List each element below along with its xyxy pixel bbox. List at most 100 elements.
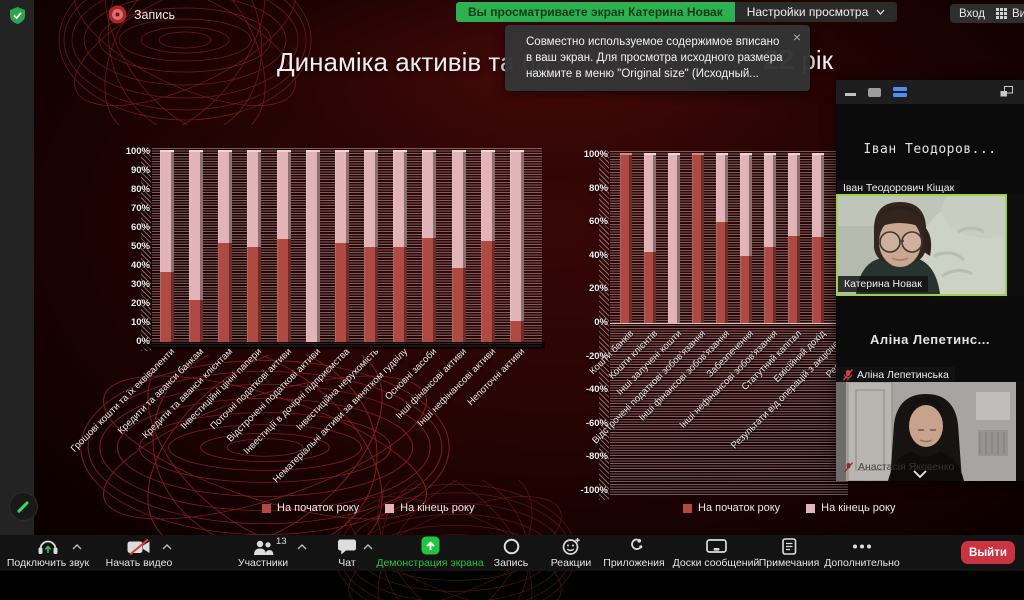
share-screen-button[interactable]: Демонстрация экрана [376,536,484,569]
viewing-banner: Вы просматриваете экран Катерина Новак [456,2,735,22]
speaker-view-icon[interactable] [868,88,881,97]
y-axis-tick-label: -60% [585,417,608,429]
bar-top-cap [740,153,752,155]
recording-indicator: Запись [108,5,175,24]
meeting-toolbar: Подключить звук Начать видео 13 Участник… [0,535,1024,571]
legend-label: На кінець року [821,502,896,514]
tooltip-line: в ваш экран. Для просмотра исходного раз… [526,52,783,64]
participants-icon [254,540,274,555]
video-tile-alina[interactable]: Анастасія Яковенко [836,381,1016,482]
fit-to-window-tooltip: × Совместно используемое содержимое впис… [505,25,810,91]
bar-segment-end-of-year [509,152,524,322]
bar-segment-end-of-year [740,155,752,256]
video-tile-katerina[interactable]: Катерина Новак [836,182,1024,306]
alina-video-feed [836,381,1016,482]
y-axis-tick-label: 40% [588,249,608,261]
collapse-panel-chevron-icon[interactable] [911,469,929,479]
bar-top-cap [716,153,728,155]
whiteboards-button[interactable]: Доски сообщений [670,538,762,569]
bar-top-cap [276,150,291,152]
more-button[interactable]: Дополнительно [822,538,902,569]
category-label: Непоточні активи [465,346,527,408]
chart-zero-line [610,323,848,324]
leave-meeting-button[interactable]: Выйти [961,541,1015,564]
legend-swatch-end [385,503,395,513]
y-axis-tick-label: -20% [585,350,608,362]
apps-button[interactable]: Приложения [600,538,668,569]
bar-segment-end-of-year [247,152,262,247]
bar-segment-start-of-year [692,155,704,323]
bar-top-cap [764,153,776,155]
record-label: Запись [493,557,529,569]
bar-top-cap [480,150,495,152]
bar-segment-end-of-year [422,152,437,238]
bar-segment-start-of-year [276,239,291,342]
popout-layout-icon[interactable] [1000,86,1013,97]
join-audio-button[interactable]: Подключить звук [6,538,90,569]
minimize-icon[interactable] [845,93,856,96]
bar-top-cap [160,150,174,152]
bar-segment-start-of-year [189,300,204,342]
bar-segment-start-of-year [160,271,174,342]
record-button[interactable]: Запись [485,538,537,569]
bar-segment-start-of-year [451,267,466,342]
notes-label: Примечания [758,557,820,569]
bar-segment-start-of-year [393,247,408,342]
y-axis-tick-label: -80% [585,451,608,463]
chat-button[interactable]: Чат [322,538,372,569]
bar-segment-end-of-year [668,155,680,323]
gallery-view-icon[interactable] [893,87,907,97]
legend-label: На початок року [698,502,781,514]
mic-muted-icon [844,461,853,472]
chat-options-chevron-icon[interactable] [363,544,373,550]
signin-button[interactable]: Вход [950,4,995,23]
bar-segment-start-of-year [788,235,800,323]
bar-segment-end-of-year [812,155,824,238]
notes-button[interactable]: Примечания [757,538,821,569]
chevron-down-icon [876,9,885,15]
join-audio-label: Подключить звук [6,557,90,569]
bar-segment-end-of-year [305,152,320,342]
bar-top-cap [620,153,632,155]
view-label: Вид [1012,7,1024,20]
tooltip-close-icon[interactable]: × [792,29,801,45]
y-axis-tick-label: -100% [580,485,608,496]
y-axis-tick-label: -40% [585,384,608,396]
participant-nametag: Іван Теодорович Кіщак [837,180,961,196]
whiteboard-icon [705,539,727,553]
bar-segment-end-of-year [334,152,349,244]
start-video-button[interactable]: Начать видео [97,538,181,569]
participant-nametag-faint: Анастасія Яковенко [844,461,954,473]
share-screen-label: Демонстрация экрана [376,557,484,569]
participants-button[interactable]: 13 Участники [228,536,298,569]
participant-nametag: Аліна Лепетинська [837,367,955,383]
notes-icon [781,538,796,555]
start-video-label: Начать видео [105,557,173,569]
y-axis-tick-label: 30% [130,279,150,290]
bar-top-cap [189,150,204,152]
bar-top-cap [247,150,262,152]
apps-icon [631,538,643,550]
y-axis-tick-label: 80% [588,182,608,194]
charts-layer: 0% 10% 20% 30% 40% 50% 60% 70% 80% 90% 100% Грошові… [69,146,876,500]
video-tile-ivan[interactable]: Іван Теодоров... [836,104,1024,194]
view-settings-button[interactable]: Настройки просмотра [734,2,898,22]
y-axis-tick-label: 20% [130,298,150,309]
y-axis-tick-label: 0% [136,336,150,347]
participants-options-chevron-icon[interactable] [297,544,307,550]
pencil-icon [17,501,29,514]
video-options-chevron-icon[interactable] [162,544,172,550]
y-axis-tick-label: 70% [130,203,150,214]
audio-options-chevron-icon[interactable] [72,544,82,550]
chart-side-wall [141,148,151,351]
bar-segment-start-of-year [218,243,233,342]
view-button[interactable]: Вид [987,4,1024,23]
apps-label: Приложения [603,557,665,569]
legend-liabilities-chart: На початок року На кінець року [683,502,895,514]
legend-swatch-start [683,503,692,513]
participants-count-badge: 13 [276,536,287,547]
reactions-button[interactable]: Реакции [543,538,599,569]
annotate-button[interactable] [9,492,38,521]
share-screen-icon [421,536,439,555]
bar-segment-start-of-year [509,321,524,342]
